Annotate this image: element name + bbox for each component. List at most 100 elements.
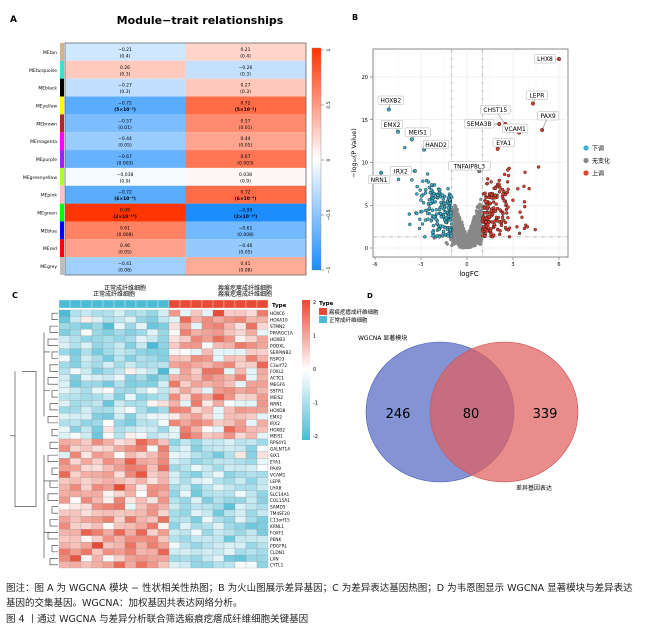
heatmap-cell	[223, 367, 236, 375]
heatmap-cell	[179, 355, 192, 362]
heatmap-cell	[179, 516, 192, 523]
volcano-point	[505, 190, 509, 195]
heatmap-cell	[223, 490, 236, 498]
volcano-point	[504, 207, 509, 212]
heatmap-cell	[135, 393, 148, 401]
annotation-cell	[256, 299, 269, 309]
colorbar-tick-label: −0.5	[326, 209, 332, 220]
volcano-point	[516, 187, 520, 191]
heatmap-cell	[168, 425, 181, 433]
heatmap-cell	[80, 393, 93, 401]
heatmap-cell	[201, 419, 214, 427]
heatmap-cell	[91, 471, 104, 478]
heatmap-cell	[234, 561, 247, 569]
heatmap-cell	[245, 542, 258, 549]
heatmap-cell	[146, 529, 159, 536]
volcano-point	[424, 208, 428, 213]
volcano-point	[502, 218, 506, 223]
volcano-point	[441, 197, 446, 201]
heatmap-cell	[69, 522, 82, 530]
heatmap-cell	[168, 438, 181, 446]
heatmap-cell	[146, 355, 159, 362]
scale-tick-label: 1	[313, 334, 316, 340]
heatmap-cell	[234, 554, 247, 562]
heatmap-cell	[113, 438, 126, 446]
heatmap-cell	[212, 529, 225, 536]
heatmap-cell	[91, 464, 104, 472]
heatmap-cell	[168, 400, 181, 407]
volcano-point	[490, 212, 495, 216]
heatmap-cell	[113, 458, 126, 465]
heatmap-cell	[245, 309, 258, 317]
heatmap-cell	[135, 535, 148, 543]
heatmap-cell	[91, 458, 104, 465]
heatmap-cell	[91, 484, 104, 491]
volcano-point	[450, 243, 454, 248]
heatmap-cell	[234, 503, 247, 511]
heatmap-cell	[168, 367, 181, 375]
heatmap-cell	[124, 477, 137, 485]
heatmap-cell	[69, 484, 82, 491]
heatmap-cell	[69, 374, 82, 382]
heatmap-cell	[245, 367, 258, 375]
heatmap-cell	[113, 425, 126, 433]
volcano-point	[438, 211, 443, 216]
heatmap-cell	[234, 477, 247, 485]
heatmap-cell	[201, 367, 214, 375]
dendrogram-branch	[49, 403, 58, 411]
heatmap-cell	[179, 413, 192, 420]
heatmap-cell	[91, 309, 104, 317]
volcano-point	[396, 177, 401, 182]
heatmap-cell	[234, 425, 247, 433]
panel-c-letter: C	[12, 291, 18, 300]
correlation-value: −0.26	[239, 65, 253, 71]
heatmap-cell	[102, 380, 115, 388]
heatmap-cell	[124, 548, 137, 556]
heatmap-cell	[124, 400, 137, 407]
heatmap-cell	[190, 535, 203, 543]
heatmap-group-label: 正常成纤维细胞	[93, 290, 135, 298]
heatmap-cell	[157, 561, 170, 569]
heatmap-cell	[179, 329, 192, 336]
volcano-point	[464, 242, 468, 247]
heatmap-cell	[223, 471, 236, 478]
volcano-point	[448, 228, 452, 232]
heatmap-cell	[168, 329, 181, 336]
module-color-swatch	[60, 239, 64, 258]
gene-row-label: TM4SF20	[269, 511, 290, 517]
heatmap-cell	[58, 464, 71, 472]
heatmap-cell	[91, 400, 104, 407]
heatmap-cell	[135, 355, 148, 362]
volcano-point	[429, 188, 434, 192]
annotation-cell	[102, 299, 115, 309]
heatmap-cell	[124, 393, 137, 401]
volcano-point	[475, 225, 479, 229]
heatmap-cell	[168, 464, 181, 472]
heatmap-cell	[135, 458, 148, 465]
heatmap-cell	[245, 464, 258, 472]
correlation-cell	[65, 185, 186, 204]
heatmap-cell	[168, 406, 181, 414]
heatmap-cell	[113, 516, 126, 523]
p-value: (0.3)	[240, 71, 251, 77]
volcano-point	[503, 225, 508, 230]
heatmap-cell	[146, 554, 159, 562]
annotation-cell	[135, 299, 148, 309]
heatmap-cell	[179, 322, 192, 330]
heatmap-cell	[146, 316, 159, 324]
legend-label: 上调	[592, 169, 604, 177]
volcano-point	[425, 172, 430, 176]
heatmap-cell	[124, 309, 137, 317]
p-value: (0.08)	[118, 268, 132, 274]
heatmap-annotation-title: Type	[272, 303, 287, 309]
colorbar-tick-label: −1	[326, 267, 332, 274]
heatmap-cell	[69, 413, 82, 420]
heatmap-cell	[135, 400, 148, 407]
volcano-point	[441, 229, 446, 234]
heatmap-cell	[80, 400, 93, 407]
volcano-point	[497, 178, 501, 183]
heatmap-cell	[190, 413, 203, 420]
correlation-cell	[185, 239, 306, 258]
volcano-point	[419, 194, 424, 198]
volcano-point	[494, 202, 498, 206]
